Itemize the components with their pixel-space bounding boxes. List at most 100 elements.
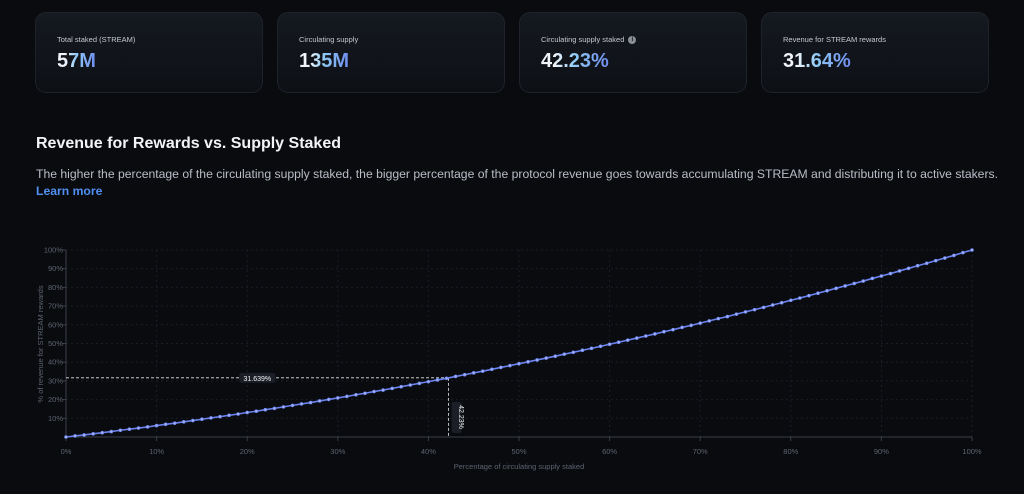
data-point: [770, 303, 775, 307]
y-tick-label: 100%: [44, 246, 64, 255]
data-point: [480, 369, 485, 373]
data-point: [172, 421, 177, 425]
y-tick-label: 20%: [48, 395, 63, 404]
data-point: [761, 305, 766, 310]
data-point: [816, 291, 820, 295]
section-description: The higher the percentage of the circula…: [36, 167, 999, 181]
x-tick-label: 70%: [693, 447, 708, 456]
data-point: [209, 416, 213, 420]
data-point: [553, 354, 558, 359]
data-point: [924, 261, 929, 266]
data-point: [453, 374, 458, 379]
x-tick-label: 20%: [240, 447, 255, 456]
data-point: [580, 348, 585, 353]
data-point: [335, 396, 340, 400]
data-point: [634, 336, 639, 340]
marker-x-label-bg: [451, 402, 462, 433]
data-point: [517, 361, 521, 366]
data-point: [308, 400, 313, 405]
x-axis-label: Percentage of circulating supply staked: [454, 462, 585, 471]
data-point: [163, 422, 168, 427]
data-point: [254, 409, 259, 413]
data-point: [399, 384, 404, 389]
data-point: [861, 279, 866, 283]
data-point: [589, 346, 594, 351]
data-point: [345, 394, 349, 399]
data-point: [191, 418, 195, 423]
data-point: [381, 388, 385, 392]
x-tick-label: 40%: [421, 447, 436, 456]
y-tick-label: 60%: [48, 320, 63, 329]
data-point: [444, 376, 449, 381]
data-point: [390, 386, 394, 391]
data-point: [897, 269, 902, 273]
data-point: [499, 365, 503, 370]
data-point: [644, 334, 648, 338]
data-point: [698, 321, 703, 325]
data-point: [462, 372, 467, 377]
y-axis-label: % of revenue for STREAM rewards: [36, 285, 45, 402]
data-point: [82, 433, 86, 437]
x-tick-label: 80%: [783, 447, 798, 456]
data-point: [471, 371, 476, 375]
stat-value: 31.64%: [783, 50, 851, 72]
x-tick-label: 0%: [61, 447, 72, 456]
data-point: [952, 253, 956, 258]
stat-value: 135M: [299, 50, 350, 72]
y-tick-label: 70%: [48, 302, 63, 311]
data-point: [707, 319, 712, 323]
data-point: [154, 423, 159, 428]
stat-value: 42.23%: [541, 50, 609, 72]
data-point: [426, 379, 431, 384]
data-point: [118, 428, 123, 433]
data-point: [598, 344, 603, 349]
data-point: [363, 391, 367, 396]
learn-more-link[interactable]: Learn more: [36, 184, 103, 198]
stat-card-revenue-rewards: Revenue for STREAM rewards 31.64%: [761, 12, 989, 93]
data-point: [970, 248, 974, 252]
stat-card-circulating-supply: Circulating supply 135M: [277, 12, 505, 93]
data-point: [879, 274, 884, 278]
data-point: [562, 352, 567, 356]
data-point: [653, 332, 657, 336]
x-tick-label: 60%: [602, 447, 617, 456]
data-point: [64, 435, 68, 439]
info-icon[interactable]: i: [628, 35, 637, 44]
data-point: [526, 360, 530, 364]
data-point: [961, 250, 965, 255]
data-point: [625, 338, 630, 342]
data-point: [281, 405, 286, 409]
data-point: [734, 312, 739, 316]
y-tick-label: 40%: [48, 358, 63, 367]
data-point: [508, 363, 512, 368]
data-point: [490, 367, 494, 372]
y-tick-label: 50%: [48, 339, 63, 348]
marker-y-label-bg: [239, 372, 276, 383]
data-point: [662, 329, 666, 334]
y-tick-label: 90%: [48, 264, 63, 273]
data-point: [272, 406, 277, 411]
data-point: [616, 340, 621, 344]
data-point: [843, 284, 847, 288]
data-point: [852, 281, 857, 286]
marker-x-label: 42.23%: [457, 405, 464, 429]
data-point: [435, 378, 440, 382]
stat-label: Revenue for STREAM rewards: [783, 35, 886, 44]
data-point: [317, 399, 322, 403]
y-tick-label: 10%: [48, 414, 63, 423]
data-point: [127, 427, 132, 431]
data-point: [870, 276, 875, 281]
data-point: [354, 392, 358, 397]
data-point: [145, 425, 150, 429]
data-point: [100, 430, 105, 435]
data-point: [743, 310, 748, 314]
y-tick-label: 80%: [48, 283, 63, 292]
data-point: [136, 426, 141, 430]
data-point: [906, 266, 911, 271]
data-point: [571, 350, 576, 355]
y-tick-label: 30%: [48, 376, 63, 385]
data-point: [290, 403, 295, 408]
data-point: [245, 410, 249, 415]
data-point: [834, 286, 838, 291]
data-point: [943, 256, 947, 260]
